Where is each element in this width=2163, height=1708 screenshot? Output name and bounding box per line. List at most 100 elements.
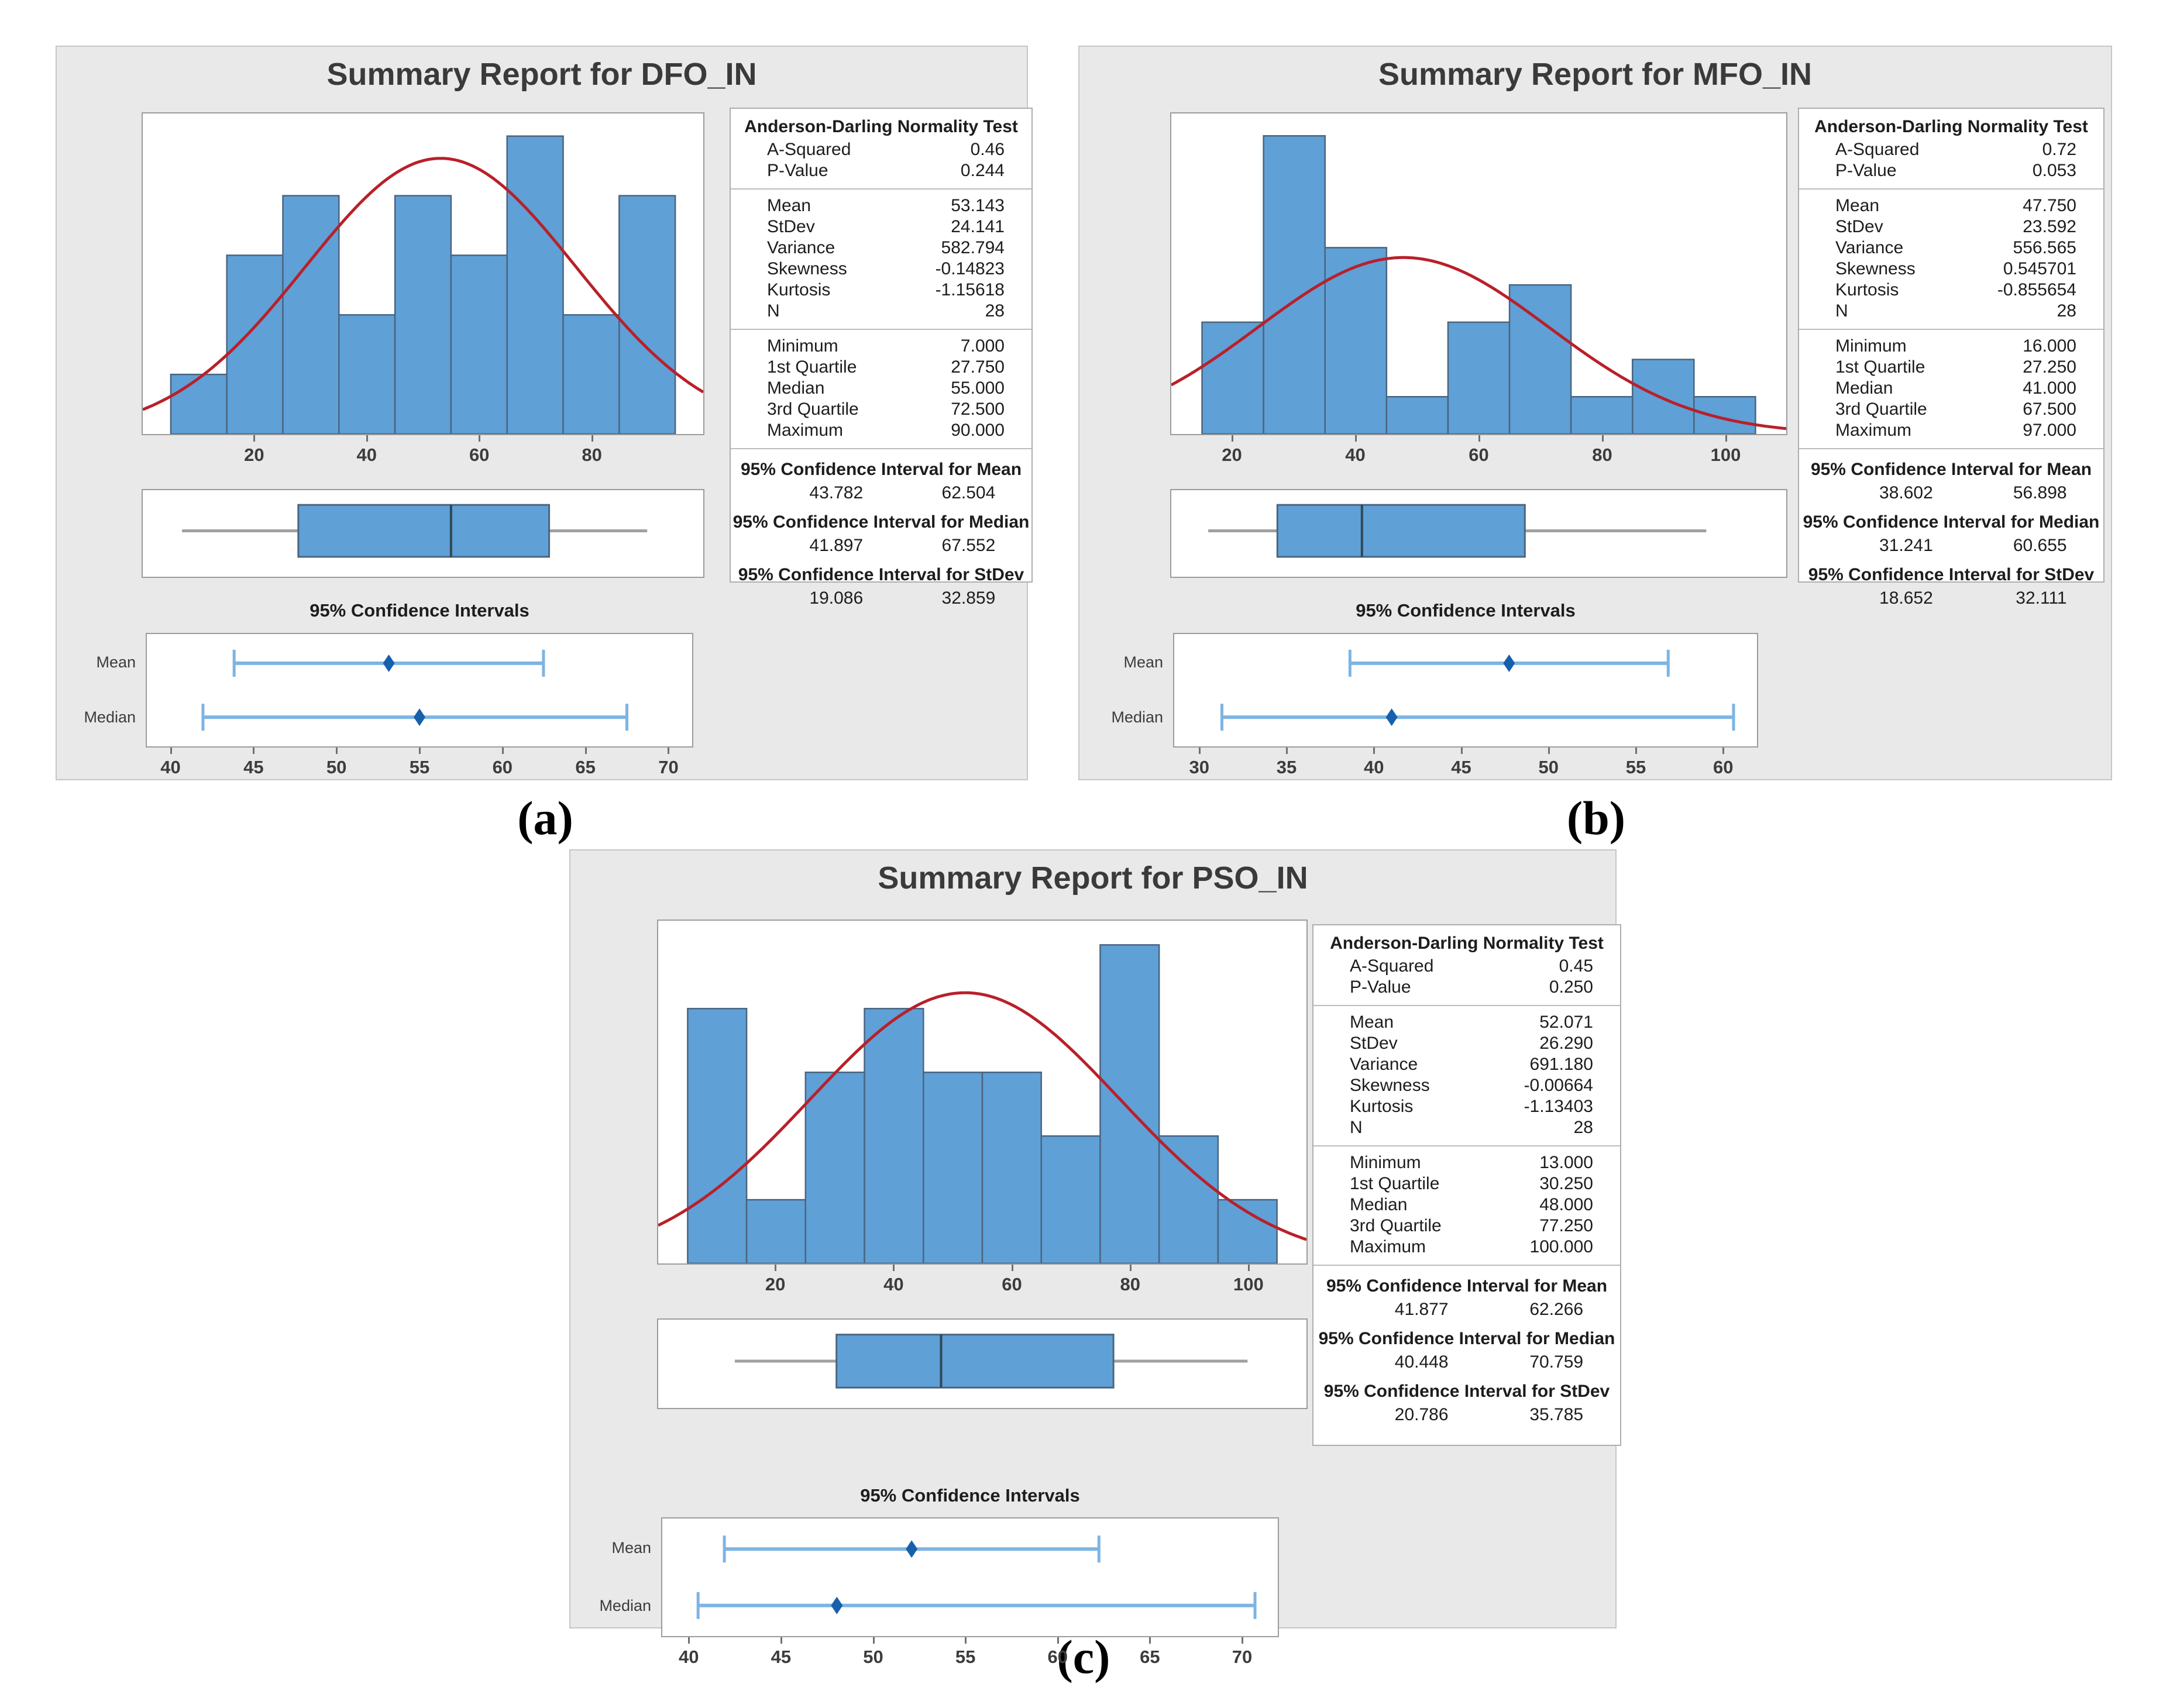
descriptive-stat-value: 556.565 <box>2013 238 2076 257</box>
table-row: StDev 26.290 <box>1313 1033 1620 1054</box>
ci-row-label: Mean <box>611 1539 651 1557</box>
ci-x-tick-mark <box>170 748 172 754</box>
ci-x-tick-label: 55 <box>955 1647 976 1667</box>
ci-x-tick-label: 60 <box>1047 1647 1068 1667</box>
histogram-x-tick-label: 100 <box>1710 445 1741 465</box>
histogram-x-tick-mark <box>775 1265 777 1271</box>
quantile-stat-label: Minimum <box>767 336 838 356</box>
histogram-bar <box>804 1071 865 1263</box>
descriptive-stat-label: Skewness <box>767 259 847 278</box>
ci-upper-value: 56.898 <box>2013 483 2067 502</box>
histogram-x-tick-mark <box>479 435 481 442</box>
table-row: Maximum 97.000 <box>1799 420 2103 441</box>
statistics-table: Anderson-Darling Normality Test A-Square… <box>730 108 1033 608</box>
ci-x-tick-label: 30 <box>1189 757 1209 777</box>
ci-values-row: 41.877 62.266 <box>1313 1299 1620 1321</box>
quantile-stat-value: 77.250 <box>1539 1216 1593 1235</box>
ci-upper-value: 60.655 <box>2013 536 2067 555</box>
ci-x-tick-label: 50 <box>863 1647 883 1667</box>
table-row: Variance 556.565 <box>1799 237 2103 259</box>
histogram-bar <box>1693 396 1756 434</box>
ci-upper-value: 62.266 <box>1529 1300 1584 1319</box>
histogram-bar <box>1263 135 1326 434</box>
table-row: Minimum 7.000 <box>731 336 1031 357</box>
ci-x-tick-label: 45 <box>243 757 264 777</box>
histogram-bar <box>562 314 620 434</box>
table-row: Skewness 0.545701 <box>1799 259 2103 280</box>
quantile-stat-label: Maximum <box>1350 1237 1426 1256</box>
ci-x-tick-label: 35 <box>1276 757 1297 777</box>
table-row: Mean 53.143 <box>731 195 1031 216</box>
descriptive-stat-label: StDev <box>1835 217 1883 236</box>
table-row: 3rd Quartile 67.500 <box>1799 399 2103 420</box>
ci-heading: 95% Confidence Interval for Mean <box>740 460 1022 479</box>
quantile-stat-label: Minimum <box>1835 336 1907 356</box>
descriptive-stat-value: 582.794 <box>941 238 1005 257</box>
table-row: Maximum 100.000 <box>1313 1237 1620 1258</box>
subfigure-label-b: (b) <box>1566 791 1626 845</box>
ci-x-tick-label: 60 <box>492 757 513 777</box>
ci-text-block: 95% Confidence Interval for Mean 38.602 56… <box>1799 455 2103 508</box>
ci-x-tick-mark <box>1635 748 1638 754</box>
quantile-stat-label: 1st Quartile <box>1350 1174 1440 1193</box>
histogram-x-tick-label: 40 <box>356 445 377 465</box>
quantile-stat-value: 97.000 <box>2023 421 2076 440</box>
table-row: Mean 47.750 <box>1799 195 2103 216</box>
table-row: Skewness -0.00664 <box>1313 1075 1620 1096</box>
ci-x-tick-mark <box>1548 748 1550 754</box>
quantile-stat-value: 27.250 <box>2023 357 2076 377</box>
confidence-intervals-section: 95% Confidence Interval for Mean 43.782 62… <box>731 449 1031 620</box>
ci-chart <box>661 1517 1279 1637</box>
histogram-bar <box>745 1199 807 1263</box>
ci-x-tick-label: 70 <box>1232 1647 1253 1667</box>
histogram-bar <box>687 1008 748 1263</box>
histogram-bar <box>450 254 508 434</box>
quantile-stat-value: 67.500 <box>2023 400 2076 419</box>
quantile-stat-value: 48.000 <box>1539 1195 1593 1214</box>
histogram-bar <box>338 314 396 434</box>
ci-x-tick-mark <box>1149 1637 1151 1644</box>
table-row: 3rd Quartile 77.250 <box>1313 1215 1620 1237</box>
ad-stat-label: A-Squared <box>1350 956 1434 976</box>
ad-stat-label: P-Value <box>767 161 828 180</box>
table-row: P-Value 0.053 <box>1799 160 2103 181</box>
table-row: N 28 <box>1313 1117 1620 1138</box>
quantile-stat-value: 13.000 <box>1539 1153 1593 1172</box>
descriptive-stat-label: Variance <box>1350 1055 1418 1074</box>
descriptive-stat-value: 52.071 <box>1539 1013 1593 1032</box>
descriptive-stat-label: StDev <box>1350 1034 1398 1053</box>
quantile-stat-label: Minimum <box>1350 1153 1421 1172</box>
ad-test-header: Anderson-Darling Normality Test <box>1814 117 2088 136</box>
histogram-plot <box>657 920 1308 1265</box>
ad-stat-value: 0.053 <box>2032 161 2076 180</box>
table-row: Variance 582.794 <box>731 237 1031 259</box>
histogram-bar <box>1447 321 1511 434</box>
ci-x-tick-mark <box>965 1637 967 1644</box>
ad-stat-label: P-Value <box>1350 977 1411 997</box>
ci-x-tick-mark <box>584 748 587 754</box>
descriptive-stat-label: Kurtosis <box>1835 280 1899 299</box>
ci-row-label: Mean <box>96 653 136 671</box>
table-row: A-Squared 0.46 <box>731 139 1031 160</box>
quantile-stat-value: 41.000 <box>2023 378 2076 398</box>
table-row: Variance 691.180 <box>1313 1054 1620 1075</box>
ci-upper-value: 32.111 <box>2016 588 2067 608</box>
histogram-bar <box>394 195 452 434</box>
histogram-x-tick-label: 20 <box>1222 445 1242 465</box>
boxplot-plot <box>142 489 704 578</box>
quantile-stat-label: Median <box>1835 378 1893 398</box>
histogram-plot <box>1170 112 1787 435</box>
ci-x-tick-mark <box>1286 748 1288 754</box>
histogram-bar <box>1324 247 1388 434</box>
panel-title: Summary Report for PSO_IN <box>878 860 1308 896</box>
histogram-x-tick-mark <box>1011 1265 1013 1271</box>
ci-values-row: 40.448 70.759 <box>1313 1351 1620 1373</box>
panel-title: Summary Report for MFO_IN <box>1378 57 1813 92</box>
ci-lower-value: 38.602 <box>1879 483 1933 502</box>
quantile-stat-label: Maximum <box>767 421 844 440</box>
quantiles-section: Minimum 16.000 1st Quartile 27.250 Median 41.… <box>1799 330 2103 449</box>
ad-test-section: Anderson-Darling Normality Test A-Square… <box>731 109 1031 190</box>
quantile-stat-label: 3rd Quartile <box>1835 400 1927 419</box>
table-row: P-Value 0.244 <box>731 160 1031 181</box>
